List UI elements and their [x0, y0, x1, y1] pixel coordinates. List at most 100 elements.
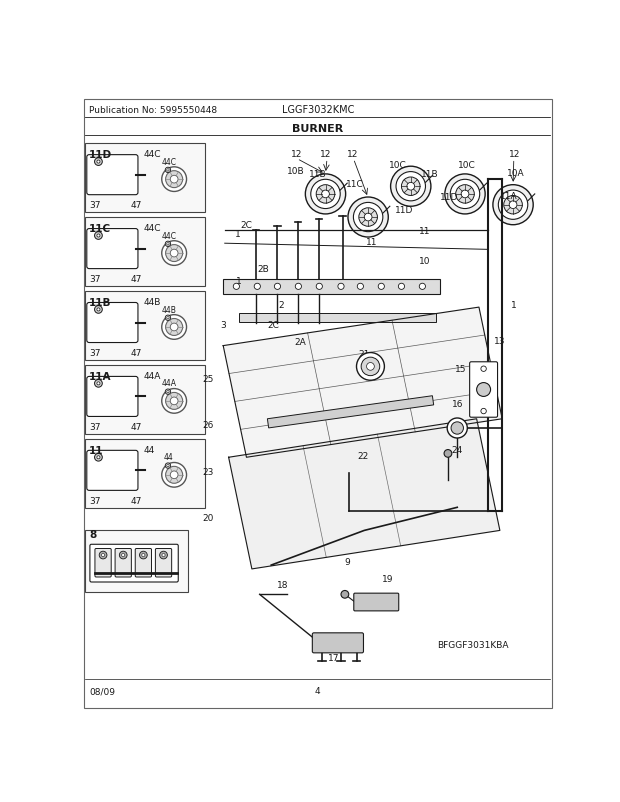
Circle shape: [451, 423, 463, 435]
Circle shape: [97, 383, 100, 386]
Circle shape: [378, 284, 384, 290]
FancyBboxPatch shape: [95, 549, 111, 577]
FancyBboxPatch shape: [156, 549, 172, 577]
Text: 37: 37: [89, 349, 100, 358]
Text: 14: 14: [469, 383, 480, 391]
FancyBboxPatch shape: [470, 363, 497, 418]
Circle shape: [97, 309, 100, 311]
Circle shape: [445, 175, 485, 215]
Circle shape: [402, 178, 420, 196]
Text: 1: 1: [236, 277, 242, 286]
FancyBboxPatch shape: [87, 451, 138, 491]
Text: 11D: 11D: [440, 193, 459, 202]
Circle shape: [162, 315, 187, 340]
Circle shape: [167, 465, 169, 467]
Text: 11A: 11A: [500, 192, 517, 200]
Text: 11D: 11D: [396, 205, 414, 215]
Text: 12: 12: [291, 149, 303, 159]
Circle shape: [398, 284, 404, 290]
Circle shape: [170, 472, 178, 479]
Text: Publication No: 5995550448: Publication No: 5995550448: [89, 106, 217, 115]
Circle shape: [102, 554, 105, 557]
Text: LGGF3032KMC: LGGF3032KMC: [281, 105, 354, 115]
Circle shape: [97, 235, 100, 237]
Text: 11D: 11D: [89, 150, 112, 160]
Text: 15: 15: [455, 365, 467, 374]
Circle shape: [359, 209, 378, 227]
Circle shape: [356, 353, 384, 381]
FancyBboxPatch shape: [86, 531, 187, 592]
Text: 13: 13: [495, 336, 506, 346]
Text: 18: 18: [277, 580, 289, 589]
Text: 47: 47: [131, 496, 142, 505]
Circle shape: [456, 185, 474, 204]
Circle shape: [166, 467, 183, 484]
Text: 2C: 2C: [267, 321, 279, 330]
FancyBboxPatch shape: [312, 633, 363, 653]
FancyBboxPatch shape: [87, 156, 138, 196]
FancyBboxPatch shape: [87, 229, 138, 269]
Text: 1: 1: [511, 301, 516, 310]
Circle shape: [338, 284, 344, 290]
Text: 11B: 11B: [309, 170, 327, 179]
Circle shape: [498, 191, 528, 220]
Circle shape: [160, 552, 167, 559]
Circle shape: [167, 169, 169, 172]
Text: 08/09: 08/09: [89, 687, 115, 695]
Circle shape: [119, 552, 127, 559]
Circle shape: [167, 317, 169, 319]
Circle shape: [348, 198, 388, 237]
Circle shape: [165, 242, 171, 247]
Circle shape: [509, 201, 517, 209]
Circle shape: [166, 319, 183, 336]
Circle shape: [357, 284, 363, 290]
Text: 44A: 44A: [161, 379, 176, 388]
Circle shape: [94, 454, 102, 461]
Text: 11: 11: [419, 226, 430, 235]
Text: 1: 1: [235, 230, 241, 239]
FancyBboxPatch shape: [86, 218, 205, 287]
Circle shape: [295, 284, 301, 290]
Text: 10: 10: [419, 257, 430, 266]
Circle shape: [461, 191, 469, 199]
Circle shape: [165, 168, 171, 173]
Text: 20: 20: [203, 513, 214, 522]
Text: 11A: 11A: [89, 371, 112, 382]
Text: 4: 4: [315, 687, 321, 695]
Circle shape: [170, 398, 178, 405]
FancyBboxPatch shape: [86, 292, 205, 361]
Circle shape: [447, 419, 467, 439]
Text: 22: 22: [357, 452, 368, 460]
FancyBboxPatch shape: [87, 377, 138, 417]
Text: 11C: 11C: [346, 180, 364, 189]
FancyBboxPatch shape: [86, 366, 205, 435]
Circle shape: [162, 168, 187, 192]
Circle shape: [170, 176, 178, 184]
FancyBboxPatch shape: [115, 549, 131, 577]
Circle shape: [167, 243, 169, 245]
Text: 10B: 10B: [287, 166, 305, 176]
Text: BFGGF3031KBA: BFGGF3031KBA: [437, 640, 508, 649]
Circle shape: [322, 191, 329, 199]
Text: 21: 21: [358, 350, 370, 358]
Text: 2: 2: [278, 301, 284, 310]
Text: 47: 47: [131, 423, 142, 431]
Circle shape: [353, 203, 383, 233]
Bar: [267, 396, 433, 428]
FancyBboxPatch shape: [354, 593, 399, 611]
Text: 25: 25: [203, 375, 214, 383]
Circle shape: [450, 180, 480, 209]
Circle shape: [316, 284, 322, 290]
Text: 8: 8: [89, 529, 96, 539]
Circle shape: [165, 464, 171, 468]
Circle shape: [162, 389, 187, 414]
Text: 12: 12: [347, 149, 358, 159]
Circle shape: [94, 306, 102, 314]
Text: 26: 26: [203, 421, 214, 430]
FancyBboxPatch shape: [86, 144, 205, 213]
Text: 37: 37: [89, 275, 100, 284]
Circle shape: [481, 409, 486, 415]
Circle shape: [341, 591, 348, 598]
Circle shape: [166, 172, 183, 188]
Text: BURNER: BURNER: [292, 124, 343, 134]
